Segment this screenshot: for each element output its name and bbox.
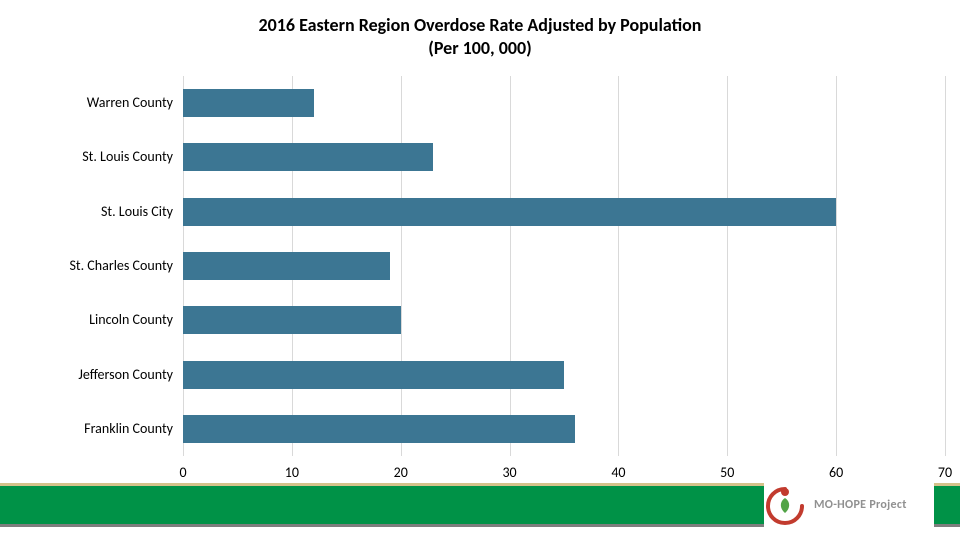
- y-axis-category-label: Jefferson County: [3, 366, 173, 383]
- chart-title-line2: (Per 100, 000): [0, 37, 960, 60]
- gridline: [618, 76, 619, 456]
- bar: [183, 89, 314, 117]
- y-axis-category-label: St. Charles County: [3, 257, 173, 274]
- gridline: [836, 76, 837, 456]
- bar: [183, 415, 575, 443]
- x-axis-tick-label: 10: [272, 464, 312, 481]
- chart-plot-area: 010203040506070Warren CountySt. Louis Co…: [183, 76, 945, 456]
- y-axis-category-label: St. Louis City: [3, 203, 173, 220]
- y-axis-category-label: Lincoln County: [3, 311, 173, 328]
- gridline: [945, 76, 946, 456]
- x-axis-tick-label: 40: [598, 464, 638, 481]
- bar: [183, 198, 836, 226]
- y-axis-category-label: St. Louis County: [3, 148, 173, 165]
- bar: [183, 361, 564, 389]
- y-axis-category-label: Warren County: [3, 94, 173, 111]
- chart-title: 2016 Eastern Region Overdose Rate Adjust…: [0, 14, 960, 59]
- mo-hope-logo-icon: [764, 483, 806, 527]
- x-axis-tick-label: 30: [490, 464, 530, 481]
- gridline: [510, 76, 511, 456]
- gridline: [727, 76, 728, 456]
- bar: [183, 143, 433, 171]
- x-axis-tick-label: 20: [381, 464, 421, 481]
- chart-title-line1: 2016 Eastern Region Overdose Rate Adjust…: [0, 14, 960, 37]
- x-axis-tick-label: 0: [163, 464, 203, 481]
- mo-hope-logo: MO-HOPE Project: [764, 479, 934, 531]
- gridline: [401, 76, 402, 456]
- mo-hope-logo-text: MO-HOPE Project: [814, 499, 907, 511]
- x-axis-tick-label: 50: [707, 464, 747, 481]
- bar: [183, 252, 390, 280]
- y-axis-category-label: Franklin County: [3, 420, 173, 437]
- bar: [183, 306, 401, 334]
